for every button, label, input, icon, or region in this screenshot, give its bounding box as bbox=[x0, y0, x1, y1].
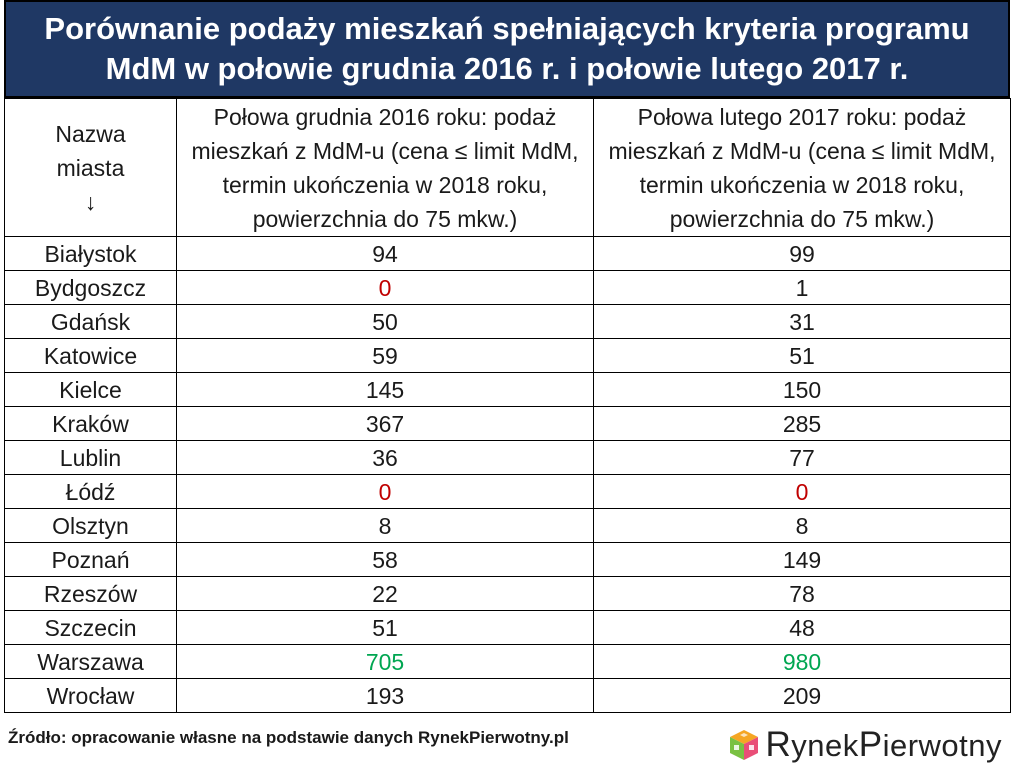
header-february: Połowa lutego 2017 roku: podaż mieszkań … bbox=[593, 98, 1011, 237]
table-row: Łódź 0 0 bbox=[4, 474, 1011, 509]
logo-cap-p: P bbox=[858, 725, 883, 764]
february-value-cell: 48 bbox=[593, 610, 1011, 645]
february-value-cell: 31 bbox=[593, 304, 1011, 339]
city-cell: Wrocław bbox=[4, 678, 177, 713]
city-cell: Katowice bbox=[4, 338, 177, 373]
december-value-cell: 193 bbox=[176, 678, 594, 713]
table-row: Kielce 145 150 bbox=[4, 372, 1011, 407]
logo-cap-r: R bbox=[765, 725, 792, 764]
table-row: Rzeszów 22 78 bbox=[4, 576, 1011, 611]
city-cell: Białystok bbox=[4, 236, 177, 271]
table-row: Szczecin 51 48 bbox=[4, 610, 1011, 645]
city-cell: Kraków bbox=[4, 406, 177, 441]
header-city-line1: Nazwa bbox=[55, 120, 126, 147]
february-value-cell: 209 bbox=[593, 678, 1011, 713]
table-row: Olsztyn 8 8 bbox=[4, 508, 1011, 543]
february-value-cell: 51 bbox=[593, 338, 1011, 373]
header-city-arrow: ↓ bbox=[84, 188, 97, 215]
title-line-2: MdM w połowie grudnia 2016 r. i połowie … bbox=[105, 51, 909, 86]
city-cell: Poznań bbox=[4, 542, 177, 577]
table-row: Poznań 58 149 bbox=[4, 542, 1011, 577]
december-value-cell: 58 bbox=[176, 542, 594, 577]
december-value-cell: 50 bbox=[176, 304, 594, 339]
title-line-1: Porównanie podaży mieszkań spełniających… bbox=[44, 11, 970, 46]
header-city: Nazwa miasta ↓ bbox=[4, 98, 177, 237]
december-value-cell: 145 bbox=[176, 372, 594, 407]
city-cell: Olsztyn bbox=[4, 508, 177, 543]
table-row: Bydgoszcz 0 1 bbox=[4, 270, 1011, 305]
logo-rest-1: ynek bbox=[791, 728, 859, 763]
city-cell: Gdańsk bbox=[4, 304, 177, 339]
february-value-cell: 285 bbox=[593, 406, 1011, 441]
title-bar: Porównanie podaży mieszkań spełniających… bbox=[4, 0, 1010, 98]
december-value-cell: 36 bbox=[176, 440, 594, 475]
february-value-cell: 0 bbox=[593, 474, 1011, 509]
december-value-cell: 705 bbox=[176, 644, 594, 679]
december-value-cell: 59 bbox=[176, 338, 594, 373]
table-body: Białystok 94 99 Bydgoszcz 0 1 Gdańsk 50 31 Katowi… bbox=[4, 236, 1011, 713]
logo-rest-2: ierwotny bbox=[882, 728, 1002, 763]
february-value-cell: 77 bbox=[593, 440, 1011, 475]
december-value-cell: 94 bbox=[176, 236, 594, 271]
data-table: Nazwa miasta ↓ Połowa grudnia 2016 roku:… bbox=[4, 98, 1011, 713]
february-value-cell: 1 bbox=[593, 270, 1011, 305]
december-value-cell: 0 bbox=[176, 474, 594, 509]
brand-logo: RynekPierwotny bbox=[727, 725, 1002, 765]
february-value-cell: 150 bbox=[593, 372, 1011, 407]
table-row: Warszawa 705 980 bbox=[4, 644, 1011, 679]
february-value-cell: 99 bbox=[593, 236, 1011, 271]
table-row: Gdańsk 50 31 bbox=[4, 304, 1011, 339]
february-value-cell: 8 bbox=[593, 508, 1011, 543]
table-row: Kraków 367 285 bbox=[4, 406, 1011, 441]
header-city-line2: miasta bbox=[56, 154, 125, 181]
december-value-cell: 367 bbox=[176, 406, 594, 441]
table-row: Katowice 59 51 bbox=[4, 338, 1011, 373]
logo-text: RynekPierwotny bbox=[765, 725, 1002, 765]
city-cell: Bydgoszcz bbox=[4, 270, 177, 305]
city-cell: Warszawa bbox=[4, 644, 177, 679]
city-cell: Łódź bbox=[4, 474, 177, 509]
header-december: Połowa grudnia 2016 roku: podaż mieszkań… bbox=[176, 98, 594, 237]
city-cell: Szczecin bbox=[4, 610, 177, 645]
city-cell: Rzeszów bbox=[4, 576, 177, 611]
source-note: Źródło: opracowanie własne na podstawie … bbox=[8, 728, 569, 747]
december-value-cell: 22 bbox=[176, 576, 594, 611]
february-value-cell: 78 bbox=[593, 576, 1011, 611]
december-value-cell: 0 bbox=[176, 270, 594, 305]
february-value-cell: 980 bbox=[593, 644, 1011, 679]
cube-logo-icon bbox=[730, 730, 759, 760]
table-row: Wrocław 193 209 bbox=[4, 678, 1011, 713]
december-value-cell: 8 bbox=[176, 508, 594, 543]
february-value-cell: 149 bbox=[593, 542, 1011, 577]
city-cell: Lublin bbox=[4, 440, 177, 475]
city-cell: Kielce bbox=[4, 372, 177, 407]
december-value-cell: 51 bbox=[176, 610, 594, 645]
table-row: Lublin 36 77 bbox=[4, 440, 1011, 475]
header-row: Nazwa miasta ↓ Połowa grudnia 2016 roku:… bbox=[4, 98, 1011, 237]
table-row: Białystok 94 99 bbox=[4, 236, 1011, 271]
